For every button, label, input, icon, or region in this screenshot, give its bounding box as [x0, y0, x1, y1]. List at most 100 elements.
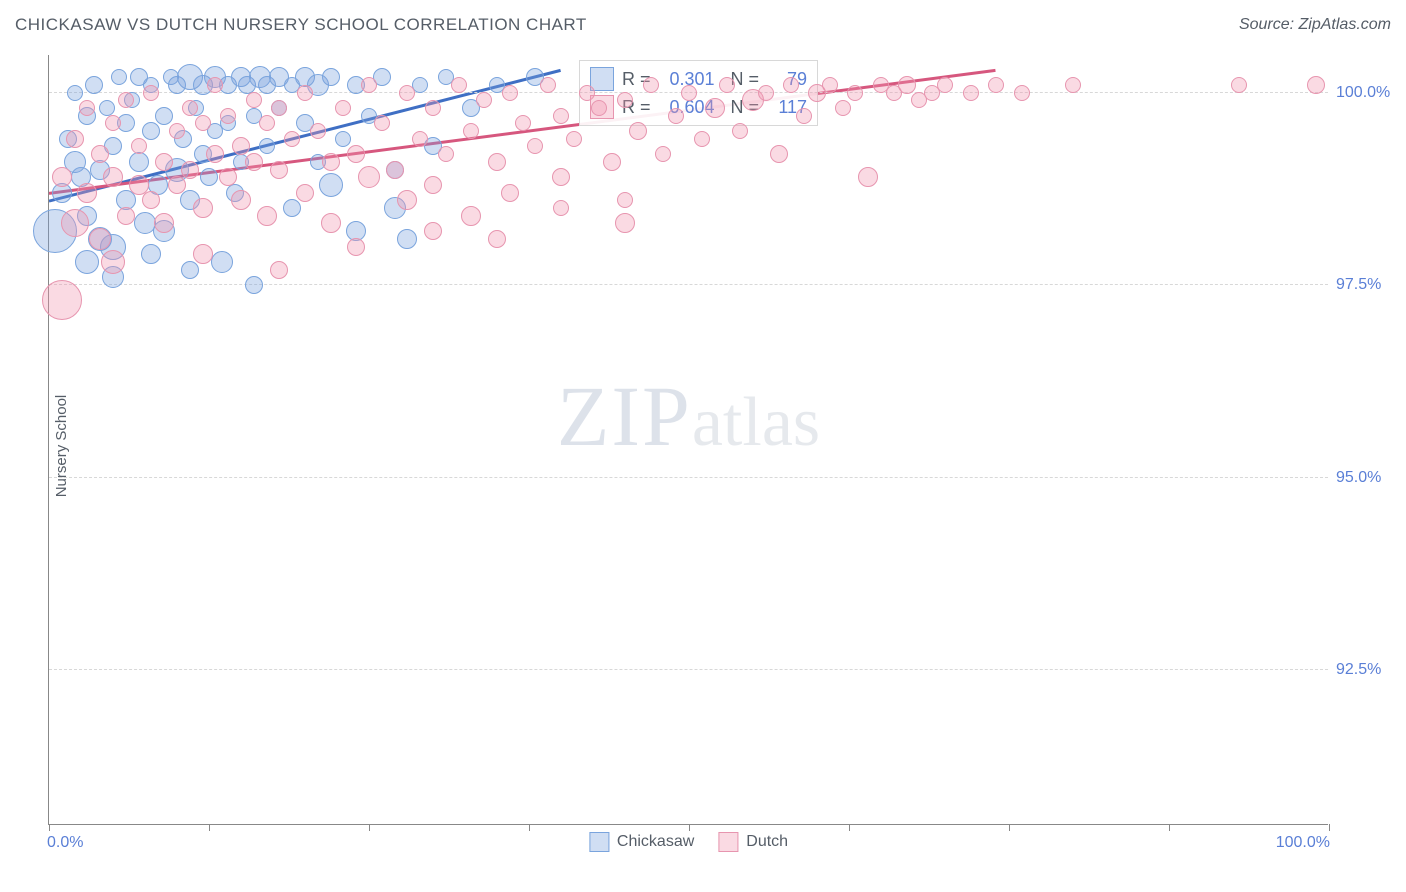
data-point — [195, 115, 211, 131]
data-point — [117, 207, 135, 225]
data-point — [1065, 77, 1081, 93]
legend-label: Dutch — [746, 833, 788, 851]
data-point — [796, 108, 812, 124]
data-point — [168, 176, 186, 194]
data-point — [77, 183, 97, 203]
data-point — [501, 184, 519, 202]
data-point — [232, 137, 250, 155]
data-point — [66, 130, 84, 148]
data-point — [270, 161, 288, 179]
data-point — [155, 153, 173, 171]
data-point — [358, 166, 380, 188]
data-point — [129, 152, 149, 172]
data-point — [322, 153, 340, 171]
data-point — [142, 122, 160, 140]
y-tick-label: 97.5% — [1336, 276, 1406, 294]
gridline — [49, 284, 1328, 285]
data-point — [143, 85, 159, 101]
legend-item: Dutch — [718, 832, 788, 852]
x-tick — [49, 824, 50, 831]
watermark: ZIPatlas — [557, 366, 820, 466]
data-point — [154, 213, 174, 233]
correlation-row: R =0.301N =79 — [590, 67, 807, 91]
legend-swatch — [589, 832, 609, 852]
chart-header: CHICKASAW VS DUTCH NURSERY SCHOOL CORREL… — [15, 15, 1391, 35]
data-point — [79, 100, 95, 116]
data-point — [296, 184, 314, 202]
data-point — [61, 209, 89, 237]
x-tick — [1329, 824, 1330, 831]
data-point — [461, 206, 481, 226]
data-point — [488, 230, 506, 248]
legend-swatch — [718, 832, 738, 852]
y-tick-label: 100.0% — [1336, 84, 1406, 102]
data-point — [181, 161, 199, 179]
data-point — [835, 100, 851, 116]
data-point — [579, 85, 595, 101]
legend-label: Chickasaw — [617, 833, 694, 851]
data-point — [858, 167, 878, 187]
data-point — [374, 115, 390, 131]
data-point — [284, 131, 300, 147]
x-axis-min-label: 0.0% — [47, 834, 83, 852]
data-point — [963, 85, 979, 101]
data-point — [259, 115, 275, 131]
data-point — [335, 131, 351, 147]
data-point — [246, 92, 262, 108]
data-point — [386, 161, 404, 179]
data-point — [668, 108, 684, 124]
data-point — [424, 222, 442, 240]
data-point — [1307, 76, 1325, 94]
data-point — [1231, 77, 1247, 93]
data-point — [770, 145, 788, 163]
data-point — [617, 192, 633, 208]
data-point — [322, 68, 340, 86]
data-point — [361, 77, 377, 93]
data-point — [488, 153, 506, 171]
chart-title: CHICKASAW VS DUTCH NURSERY SCHOOL CORREL… — [15, 15, 587, 35]
data-point — [552, 168, 570, 186]
x-tick — [529, 824, 530, 831]
data-point — [52, 167, 72, 187]
data-point — [118, 92, 134, 108]
data-point — [105, 115, 121, 131]
x-tick — [1169, 824, 1170, 831]
data-point — [822, 77, 838, 93]
data-point — [694, 131, 710, 147]
trend-lines — [49, 55, 1328, 824]
data-point — [245, 276, 263, 294]
data-point — [200, 168, 218, 186]
data-point — [783, 77, 799, 93]
data-point — [502, 85, 518, 101]
data-point — [75, 250, 99, 274]
data-point — [566, 131, 582, 147]
data-point — [655, 146, 671, 162]
data-point — [245, 153, 263, 171]
data-point — [412, 131, 428, 147]
data-point — [257, 206, 277, 226]
data-point — [91, 145, 109, 163]
data-point — [719, 77, 735, 93]
data-point — [42, 280, 82, 320]
data-point — [169, 123, 185, 139]
source-attribution: Source: ZipAtlas.com — [1239, 16, 1391, 34]
data-point — [732, 123, 748, 139]
data-point — [615, 213, 635, 233]
data-point — [297, 85, 313, 101]
data-point — [219, 168, 237, 186]
x-tick — [689, 824, 690, 831]
data-point — [347, 145, 365, 163]
data-point — [211, 251, 233, 273]
data-point — [705, 98, 725, 118]
data-point — [310, 123, 326, 139]
data-point — [553, 108, 569, 124]
data-point — [397, 229, 417, 249]
data-point — [397, 190, 417, 210]
data-point — [193, 198, 213, 218]
data-point — [89, 228, 111, 250]
data-point — [988, 77, 1004, 93]
legend-item: Chickasaw — [589, 832, 694, 852]
data-point — [103, 167, 123, 187]
data-point — [155, 107, 173, 125]
data-point — [515, 115, 531, 131]
